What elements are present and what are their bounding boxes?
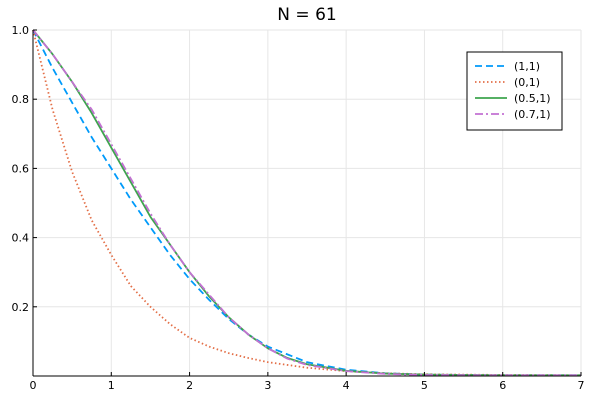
legend-label-3: (0.7,1) <box>514 108 551 121</box>
x-tick-label-6: 6 <box>499 379 506 392</box>
legend-label-1: (0,1) <box>514 76 540 89</box>
y-tick-label-1: 0.4 <box>12 232 30 245</box>
x-tick-label-1: 1 <box>108 379 115 392</box>
legend: (1,1) (0,1) (0.5,1) (0.7,1) <box>466 51 563 131</box>
series-lines <box>32 29 582 377</box>
y-tick-label-4: 1.0 <box>12 24 30 37</box>
series-line-1 <box>32 29 582 377</box>
x-tick-label-3: 3 <box>264 379 271 392</box>
y-tick-label-3: 0.8 <box>12 93 30 106</box>
y-tick-label-2: 0.6 <box>12 162 30 175</box>
legend-label-0: (1,1) <box>514 60 540 73</box>
legend-label-2: (0.5,1) <box>514 92 551 105</box>
x-tick-label-7: 7 <box>578 379 585 392</box>
chart-title: N = 61 <box>277 5 336 25</box>
x-tick-label-0: 0 <box>30 379 37 392</box>
y-tick-label-0: 0.2 <box>12 301 30 314</box>
series-line-3 <box>32 29 581 377</box>
x-tick-label-4: 4 <box>343 379 350 392</box>
legend-box <box>466 51 563 131</box>
x-tick-label-2: 2 <box>186 379 193 392</box>
axes: 0 1 2 3 4 5 6 7 0.2 0.4 0.6 0.8 1.0 <box>12 24 585 392</box>
x-tick-label-5: 5 <box>421 379 428 392</box>
